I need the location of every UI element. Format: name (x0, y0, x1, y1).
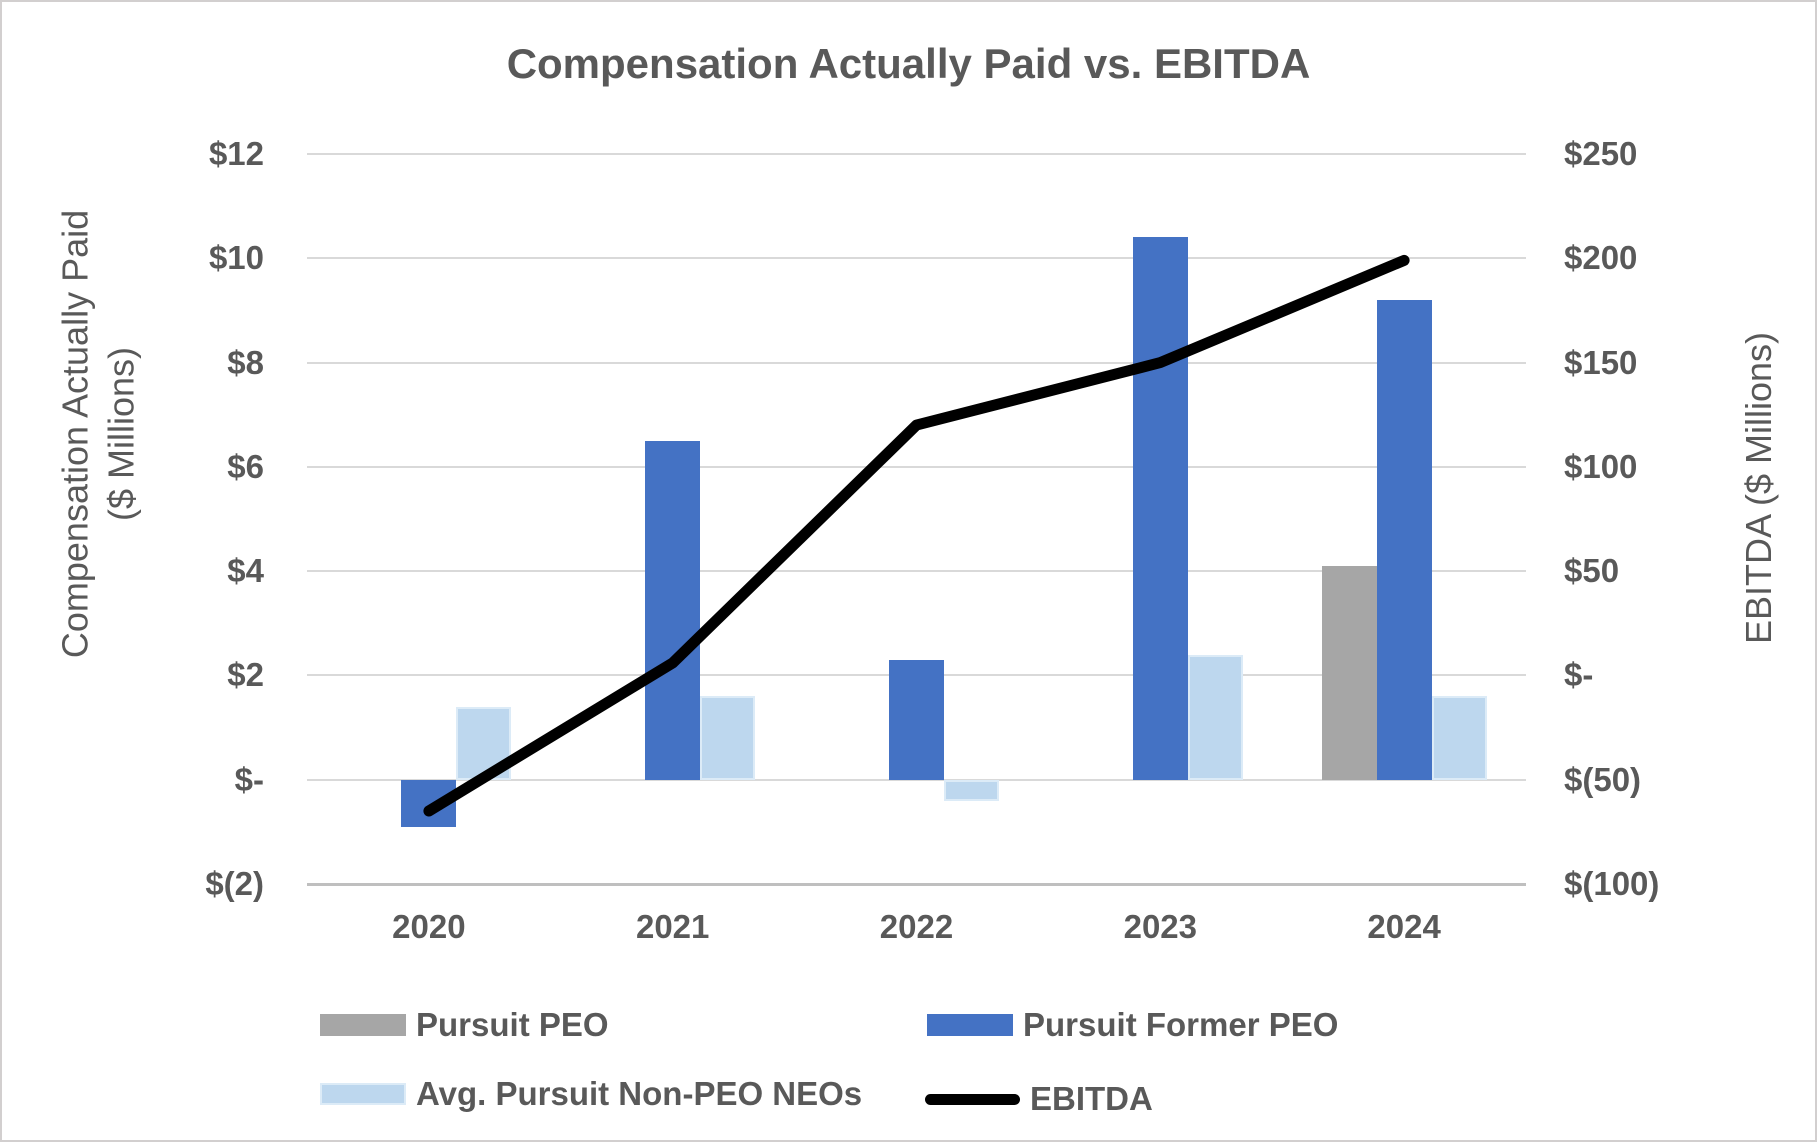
bar-pursuit-former-peo (1132, 237, 1188, 780)
legend-item-pursuit-former-peo: Pursuit Former PEO (927, 1006, 1338, 1044)
y-axis-tick-label-left: $- (234, 760, 264, 798)
x-axis-tick-label: 2022 (879, 908, 954, 945)
bar-pursuit-former-peo (645, 440, 701, 780)
gridline (307, 153, 1526, 155)
bar-avg-pursuit-non-peo-neos (1431, 696, 1487, 780)
y-axis-tick-label-right: $250 (1564, 135, 1638, 172)
bar-avg-pursuit-non-peo-neos (456, 706, 512, 780)
x-axis-line (307, 882, 1526, 886)
legend-item-pursuit-peo: Pursuit PEO (320, 1006, 609, 1044)
y-axis-tick-label-left: $6 (227, 447, 264, 485)
gridline (307, 361, 1526, 364)
y-axis-tick-label-left: $8 (227, 343, 264, 381)
bar-pursuit-former-peo (1376, 300, 1432, 780)
x-axis-tick-label: 2021 (635, 908, 710, 945)
bar-avg-pursuit-non-peo-neos (700, 696, 756, 780)
y-axis-tick-label-right: $50 (1564, 552, 1620, 590)
y-axis-tick-label-right: $(100) (1564, 865, 1660, 902)
y-axis-tick-label-left: $2 (227, 656, 264, 694)
x-axis-tick-label: 2023 (1123, 908, 1198, 945)
x-axis-tick-label: 2024 (1367, 908, 1441, 945)
bar-pursuit-peo (1321, 565, 1377, 780)
y-axis-tick-label-left: $4 (227, 552, 264, 590)
y-axis-tick-label-left: $12 (208, 135, 264, 172)
bar-pursuit-former-peo (401, 779, 457, 827)
chart-title: Compensation Actually Paid vs. EBITDA (506, 40, 1311, 87)
left-axis-title-line1: Compensation Actually Paid (54, 209, 96, 659)
gridline (307, 465, 1526, 468)
y-axis-tick-label-right: $100 (1564, 447, 1638, 485)
bar-avg-pursuit-non-peo-neos (944, 779, 999, 801)
pursuit-peo-swatch (320, 1014, 406, 1036)
y-axis-tick-label-left: $10 (208, 239, 264, 277)
legend-item-ebitda: EBITDA (925, 1080, 1153, 1118)
y-axis-tick-label-right: $200 (1564, 239, 1638, 277)
y-axis-tick-label-left: $(2) (205, 865, 264, 902)
pursuit-former-peo-swatch (927, 1014, 1013, 1036)
legend-label-pursuit-former-peo: Pursuit Former PEO (1023, 1006, 1339, 1043)
legend-label-ebitda: EBITDA (1030, 1080, 1153, 1117)
bar-avg-pursuit-non-peo-neos (1187, 654, 1243, 780)
ebitda-line-swatch (925, 1093, 1020, 1105)
legend-label-pursuit-peo: Pursuit PEO (416, 1006, 609, 1043)
y-axis-tick-label-right: $(50) (1564, 760, 1642, 798)
y-axis-tick-label-right: $150 (1564, 343, 1638, 381)
bar-pursuit-former-peo (889, 659, 944, 780)
gridline (307, 257, 1526, 260)
avg-non-peo-neos-swatch (320, 1083, 406, 1105)
legend-item-avg-non-peo-neos: Avg. Pursuit Non-PEO NEOs (320, 1075, 862, 1113)
x-axis-tick-label: 2020 (392, 908, 466, 945)
legend-label-avg-non-peo-neos: Avg. Pursuit Non-PEO NEOs (416, 1075, 863, 1112)
y-axis-tick-label-right: $- (1564, 656, 1594, 694)
